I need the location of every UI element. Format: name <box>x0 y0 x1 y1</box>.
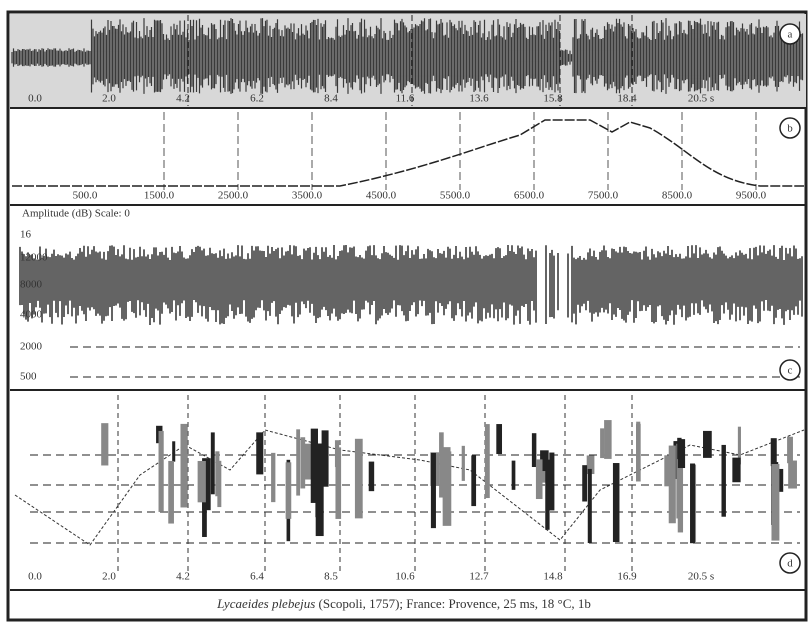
panel-label: d <box>787 558 793 570</box>
panel-label: a <box>788 29 793 41</box>
x-tick-label: 16.9 <box>617 571 637 583</box>
caption: Lycaeides plebejus (Scopoli, 1757); Fran… <box>216 596 591 611</box>
bar <box>369 462 374 492</box>
x-tick-label: 14.8 <box>543 571 563 583</box>
bar <box>286 462 292 519</box>
panel-label: b <box>787 123 793 135</box>
bar <box>545 460 549 530</box>
bar <box>512 461 516 490</box>
bar <box>636 424 641 482</box>
y-tick-label: 16 <box>20 229 32 241</box>
x-tick-label: 20.5 s <box>688 571 714 583</box>
x-tick-label: 9500.0 <box>736 190 767 202</box>
bar <box>678 439 685 468</box>
x-tick-label: 18.4 <box>617 93 637 105</box>
x-tick-label: 2.0 <box>102 571 116 583</box>
x-tick-label: 8.5 <box>324 571 338 583</box>
x-tick-label: 7500.0 <box>588 190 619 202</box>
x-tick-label: 11.6 <box>396 93 415 105</box>
x-tick-label: 4.2 <box>176 93 190 105</box>
bar <box>256 432 263 474</box>
bar <box>471 455 476 506</box>
x-tick-label: 12.7 <box>469 571 489 583</box>
figure: Amplitude (dB) Scale: 0 Lycaeides plebej… <box>0 0 808 626</box>
bar <box>180 424 187 508</box>
bar <box>788 461 797 489</box>
bar <box>335 447 341 519</box>
bar <box>532 433 536 467</box>
y-tick-label: 2000 <box>20 341 43 353</box>
x-tick-label: 2.0 <box>102 93 116 105</box>
bar <box>496 424 502 454</box>
x-tick-label: 6500.0 <box>514 190 545 202</box>
y-tick-label: 4000 <box>20 309 43 321</box>
y-tick-label: 12000 <box>20 252 48 264</box>
panel-c-title: Amplitude (dB) Scale: 0 <box>22 208 130 220</box>
bar <box>604 420 612 459</box>
bar <box>721 445 725 517</box>
bar <box>536 459 543 499</box>
y-tick-label: 500 <box>20 371 37 383</box>
bar <box>211 432 215 494</box>
bar <box>215 451 219 496</box>
bar <box>703 431 712 458</box>
bar <box>669 446 676 524</box>
bar <box>304 444 312 480</box>
y-tick-label: 8000 <box>20 279 43 291</box>
x-tick-label: 2500.0 <box>218 190 249 202</box>
bar <box>311 429 318 503</box>
bar <box>443 451 452 525</box>
bar <box>159 431 164 512</box>
panel-label: c <box>788 365 793 377</box>
x-tick-label: 0.0 <box>28 571 42 583</box>
x-tick-label: 6.2 <box>250 93 264 105</box>
x-tick-label: 500.0 <box>73 190 98 202</box>
bar <box>582 465 587 501</box>
species: Lycaeides plebejus <box>216 596 315 611</box>
bar <box>355 439 363 519</box>
x-tick-label: 4.2 <box>176 571 190 583</box>
bar <box>101 423 108 465</box>
bar <box>462 446 465 481</box>
x-tick-label: 20.5 s <box>688 93 714 105</box>
x-tick-label: 8.4 <box>324 93 338 105</box>
x-tick-label: 13.6 <box>469 93 489 105</box>
bar <box>431 453 436 528</box>
caption-text: (Scopoli, 1757); France: Provence, 25 ms… <box>319 596 591 611</box>
x-tick-label: 8500.0 <box>662 190 693 202</box>
bar <box>172 441 175 461</box>
page: Amplitude (dB) Scale: 0 Lycaeides plebej… <box>0 0 808 626</box>
x-tick-label: 1500.0 <box>144 190 175 202</box>
x-tick-label: 15.8 <box>543 93 563 105</box>
bar <box>198 461 206 502</box>
bar <box>300 437 305 488</box>
bar <box>271 453 275 502</box>
bar <box>690 463 695 543</box>
x-tick-label: 5500.0 <box>440 190 471 202</box>
bar <box>771 464 779 541</box>
bar <box>678 460 683 532</box>
x-tick-label: 4500.0 <box>366 190 397 202</box>
bar <box>168 461 174 524</box>
x-tick-label: 6.4 <box>250 571 264 583</box>
x-tick-label: 10.6 <box>395 571 415 583</box>
bar <box>732 458 740 483</box>
bar <box>613 463 620 542</box>
bar <box>549 453 554 511</box>
bar <box>296 429 300 495</box>
bar <box>787 437 793 463</box>
bar <box>588 469 592 543</box>
x-tick-label: 0.0 <box>28 93 42 105</box>
bar <box>485 424 490 498</box>
x-tick-label: 3500.0 <box>292 190 323 202</box>
bar <box>771 438 777 466</box>
bar <box>600 428 604 458</box>
